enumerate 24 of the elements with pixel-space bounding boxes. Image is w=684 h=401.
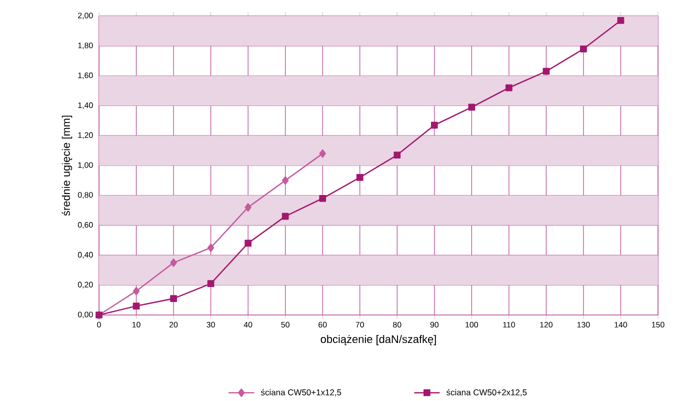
point	[580, 45, 587, 52]
point	[394, 152, 401, 158]
point	[244, 240, 252, 247]
point	[617, 17, 624, 24]
point	[170, 295, 177, 302]
point	[170, 258, 177, 267]
y-axis-title: średnie ugięcie [mm]	[62, 116, 72, 216]
point	[207, 243, 214, 252]
point	[319, 194, 326, 202]
point	[542, 68, 550, 75]
point	[356, 174, 364, 181]
point	[132, 286, 140, 296]
point	[506, 84, 512, 92]
point	[207, 280, 214, 288]
point	[282, 176, 289, 185]
x-axis-title: obciążenie [daN/szafkę]	[320, 335, 436, 346]
point	[132, 302, 140, 310]
point	[468, 104, 476, 111]
legend-label: ściana CW50+2x12,5	[446, 389, 527, 396]
point	[244, 203, 252, 212]
point	[430, 122, 438, 129]
point	[282, 212, 289, 220]
legend-label: ściana CW50+1x12,5	[261, 389, 342, 396]
point	[319, 149, 326, 158]
